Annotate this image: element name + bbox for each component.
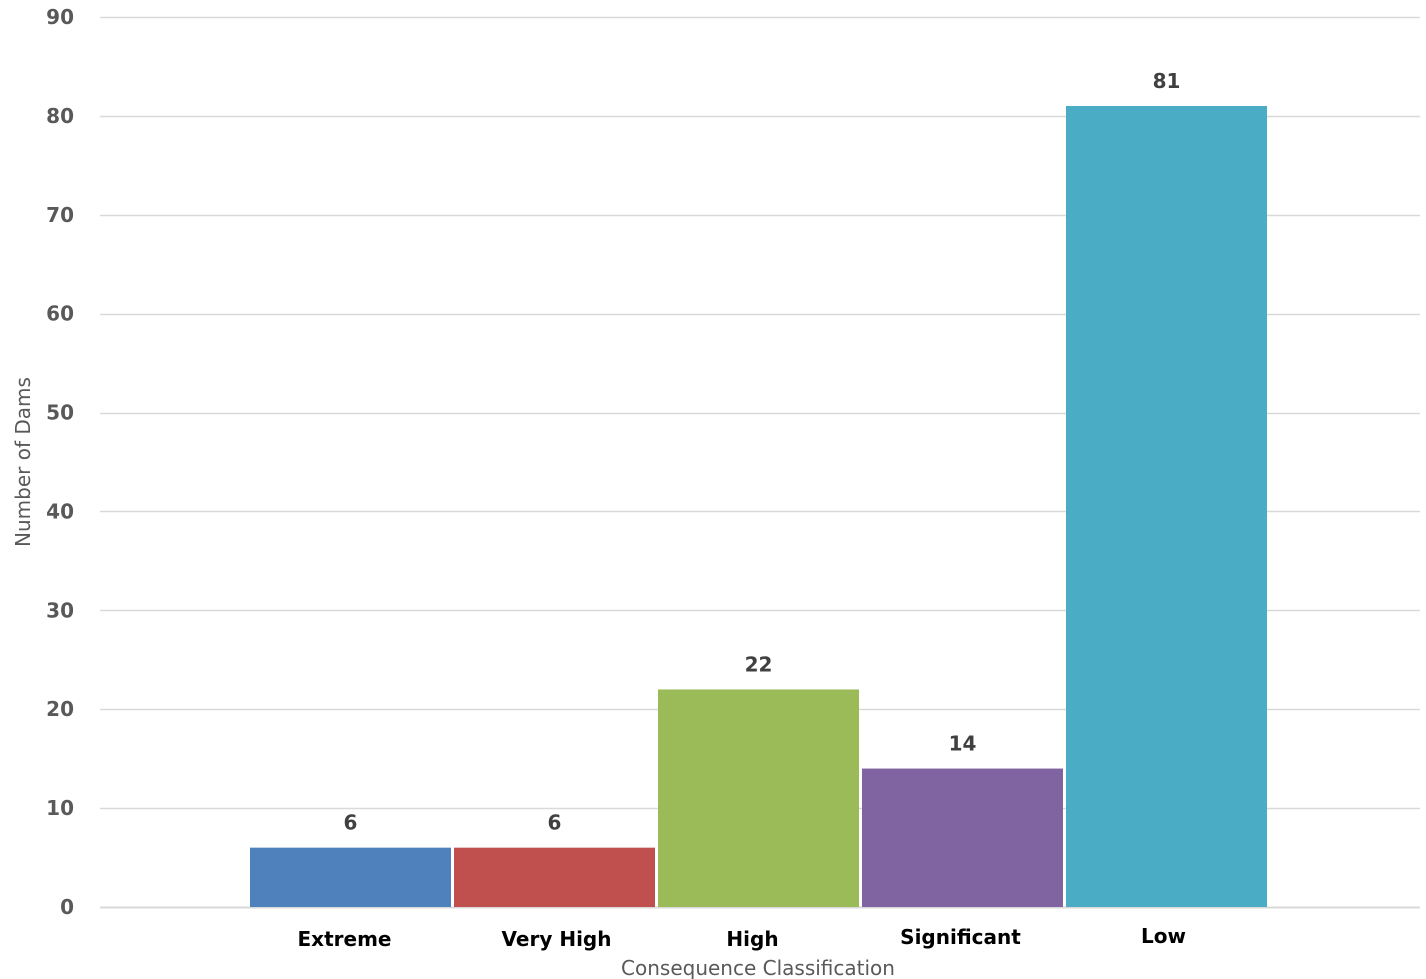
x-tick-label: High (726, 927, 778, 951)
gridlines (100, 16, 1420, 909)
x-axis-category-labels: Extreme Very High High Significant Low (298, 924, 1186, 951)
bar (862, 768, 1063, 907)
y-tick-label: 70 (46, 203, 74, 227)
x-tick-label: Very High (502, 927, 612, 951)
data-label: 22 (745, 652, 773, 676)
y-tick-label: 80 (46, 104, 74, 128)
y-axis-title: Number of Dams (11, 377, 35, 547)
y-tick-label: 30 (46, 598, 74, 622)
data-label: 14 (949, 732, 977, 756)
x-tick-label: Extreme (298, 927, 392, 951)
y-tick-label: 10 (46, 796, 74, 820)
data-label: 81 (1153, 69, 1181, 93)
y-tick-label: 20 (46, 697, 74, 721)
x-tick-label: Low (1141, 924, 1186, 948)
bar (454, 847, 655, 907)
y-tick-label: 50 (46, 401, 74, 425)
y-tick-label: 90 (46, 5, 74, 29)
bar (250, 847, 451, 907)
data-label: 6 (344, 811, 358, 835)
x-tick-label: Significant (900, 925, 1021, 949)
x-axis-title: Consequence Classification (621, 956, 895, 979)
bars (250, 106, 1267, 907)
bar (1066, 106, 1267, 907)
y-axis-tick-labels: 0 10 20 30 40 50 60 70 80 90 (46, 5, 74, 919)
data-labels: 6 6 22 14 81 (344, 69, 1181, 835)
bar (658, 689, 859, 907)
y-tick-label: 40 (46, 499, 74, 523)
y-tick-label: 0 (60, 895, 74, 919)
y-tick-label: 60 (46, 302, 74, 326)
data-label: 6 (548, 811, 562, 835)
